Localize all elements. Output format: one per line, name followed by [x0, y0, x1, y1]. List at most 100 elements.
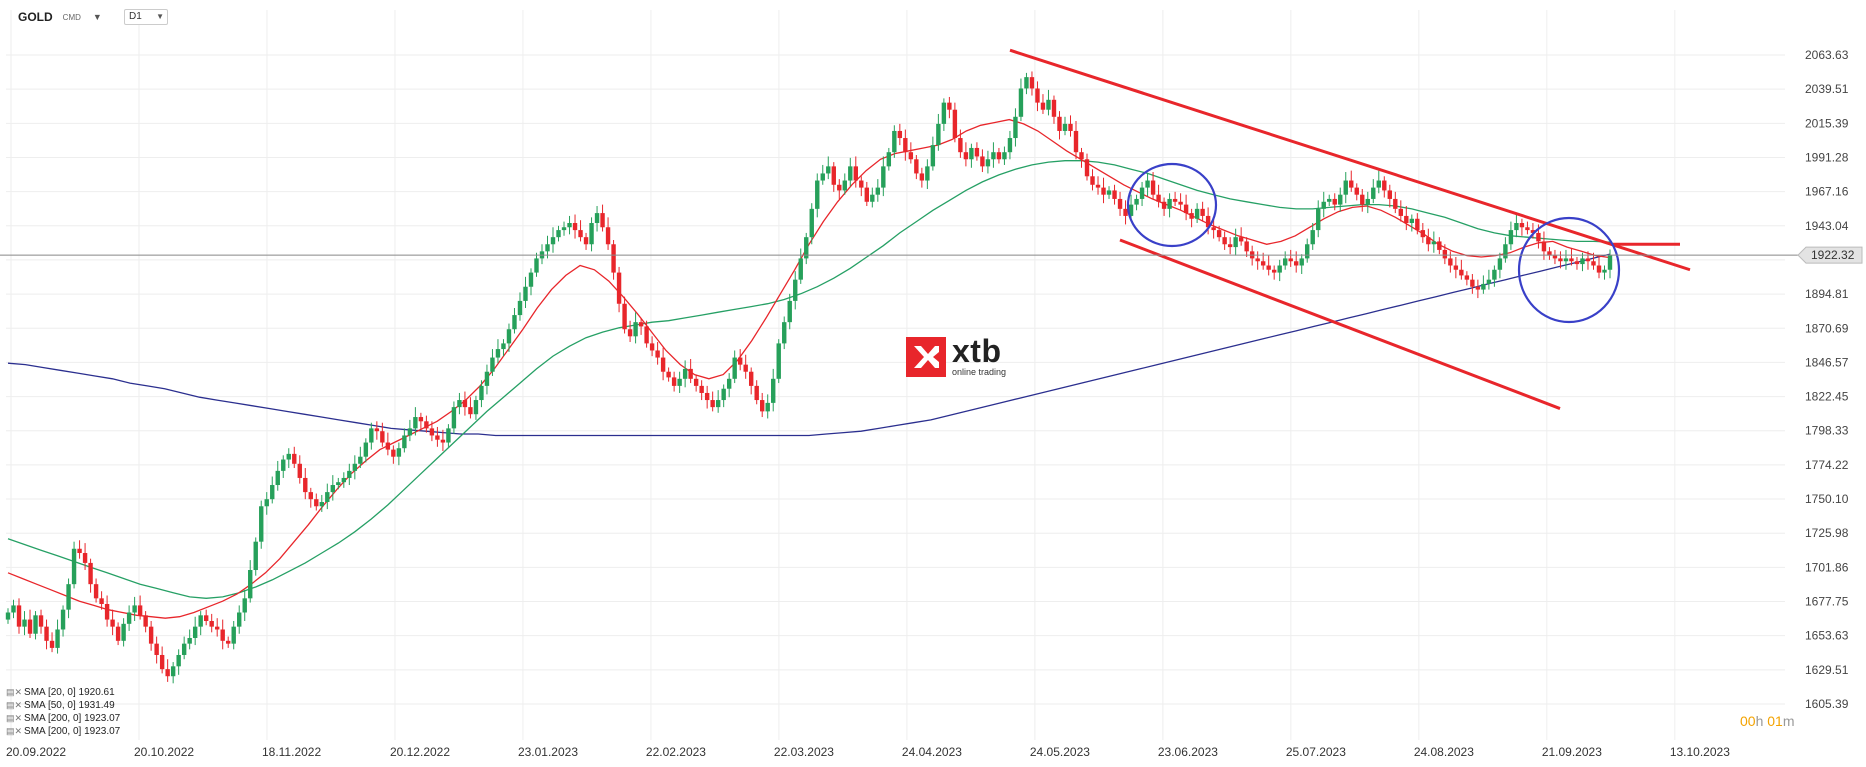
candle-bull — [1365, 198, 1370, 205]
candle-bull — [33, 615, 38, 634]
candle-bear — [1437, 241, 1442, 250]
candle-bear — [1161, 201, 1167, 209]
candle-bull — [1282, 258, 1288, 266]
candle-bear — [303, 477, 308, 493]
logo-mark-icon — [906, 336, 946, 377]
symbol-category: CMD — [62, 12, 81, 22]
candle-bear — [1552, 255, 1558, 259]
candle-bear — [1541, 241, 1547, 252]
y-tick-label: 1846.57 — [1805, 355, 1849, 369]
candle-bear — [1448, 258, 1453, 266]
symbol-selector[interactable]: GOLD CMD ▼ — [18, 10, 102, 24]
candle-bull — [561, 227, 567, 231]
logo-word: xtb — [952, 333, 1002, 369]
candle-bull — [1277, 265, 1282, 273]
candle-bear — [115, 626, 121, 641]
candle-bear — [660, 357, 666, 372]
candle-bull — [820, 173, 825, 181]
candle-bull — [270, 485, 275, 500]
candle-bear — [374, 428, 380, 432]
candle-bear — [952, 109, 958, 139]
candle-bear — [1470, 279, 1475, 287]
symbol-dropdown-icon[interactable]: ▼ — [92, 12, 102, 22]
candle-bull — [358, 456, 363, 464]
candle-bull — [60, 609, 66, 630]
candle-bear — [203, 615, 209, 621]
legend-settings-icon[interactable]: ▤✕ — [6, 700, 23, 710]
legend-settings-icon[interactable]: ▤✕ — [6, 713, 23, 723]
candle-bear — [583, 237, 589, 245]
candle-bear — [748, 371, 754, 386]
candle-bull — [793, 279, 798, 301]
candle-bull — [1338, 194, 1343, 205]
candle-bull — [936, 123, 941, 146]
candle-bear — [1404, 215, 1409, 224]
candle-bull — [523, 286, 528, 301]
candle-bull — [892, 130, 897, 153]
timeframe-select[interactable]: D1 ▼ — [124, 9, 168, 25]
candle-bull — [264, 499, 269, 507]
candle-bear — [391, 449, 396, 457]
candlestick-series — [5, 71, 1613, 684]
candle-bull — [501, 343, 506, 350]
x-tick-label: 20.09.2022 — [6, 745, 66, 759]
candle-bull — [5, 612, 11, 620]
legend-label: SMA [50, 0] 1931.49 — [24, 700, 115, 711]
legend-item[interactable]: ▤✕ SMA [50, 0] 1931.49 — [6, 699, 120, 712]
candle-bull — [1607, 255, 1613, 270]
legend-item[interactable]: ▤✕ SMA [200, 0] 1923.07 — [6, 725, 120, 738]
candle-bear — [760, 400, 765, 412]
candle-bull — [242, 598, 247, 613]
legend-settings-icon[interactable]: ▤✕ — [6, 726, 23, 736]
legend-item[interactable]: ▤✕ SMA [200, 0] 1923.07 — [6, 712, 120, 725]
candle-bear — [1112, 190, 1117, 199]
candle-bear — [666, 371, 671, 378]
candle-bull — [881, 166, 886, 188]
candle-bull — [231, 626, 236, 644]
candle-bull — [1002, 152, 1007, 160]
y-tick-label: 1701.86 — [1805, 560, 1849, 574]
candle-bull — [594, 213, 600, 224]
candle-bull — [484, 371, 490, 386]
candle-bear — [1227, 244, 1233, 248]
candle-bull — [1106, 190, 1112, 195]
candle-bull — [732, 357, 737, 379]
candle-bull — [237, 612, 242, 627]
candle-bear — [1464, 275, 1470, 280]
candle-bull — [556, 230, 561, 238]
candle-bull — [1128, 204, 1134, 216]
candle-bear — [611, 244, 616, 273]
candle-bear — [958, 138, 963, 153]
sma50-line — [7, 160, 1611, 599]
candle-bear — [1453, 265, 1459, 270]
candle-bear — [1585, 258, 1591, 262]
candle-bull — [875, 187, 881, 195]
candle-bear — [88, 562, 93, 585]
candle-bear — [737, 357, 743, 365]
candle-bear — [649, 343, 655, 351]
candle-bull — [11, 605, 16, 613]
sma20-line — [7, 118, 1611, 619]
candle-bull — [787, 300, 792, 323]
legend-item[interactable]: ▤✕ SMA [20, 0] 1920.61 — [6, 686, 120, 699]
candle-bull — [22, 619, 27, 627]
legend-label: SMA [200, 0] 1923.07 — [24, 726, 121, 737]
candle-bull — [1007, 138, 1013, 153]
chevron-down-icon: ▼ — [156, 12, 164, 21]
candle-bull — [336, 482, 341, 486]
candle-bear — [1079, 152, 1084, 160]
timer-minutes: 01 — [1767, 713, 1783, 729]
y-tick-label: 2015.39 — [1805, 116, 1849, 130]
candle-bull — [715, 400, 721, 408]
logo-tagline: online trading — [952, 367, 1007, 377]
candle-bear — [919, 173, 925, 181]
candle-bear — [1216, 230, 1222, 238]
candle-bull — [407, 428, 413, 436]
candle-bull — [121, 623, 126, 641]
candle-bear — [1360, 194, 1365, 205]
legend-settings-icon[interactable]: ▤✕ — [6, 687, 23, 697]
candle-bear — [77, 548, 82, 554]
timeframe-value: D1 — [129, 11, 142, 22]
brand-logo: xtb online trading — [906, 333, 1007, 377]
